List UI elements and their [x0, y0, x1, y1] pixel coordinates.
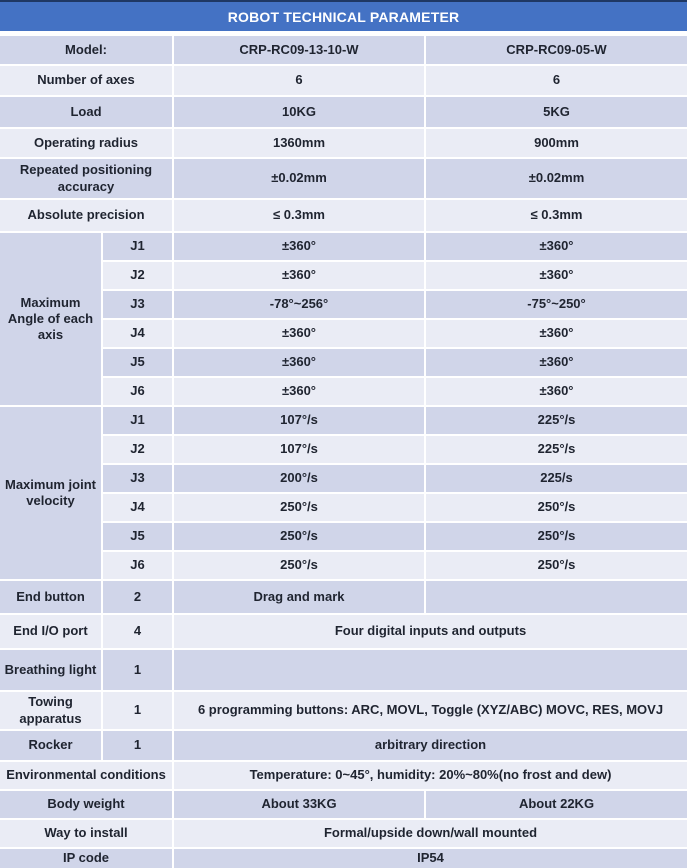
environmental-conditions-value: Temperature: 0~45°, humidity: 20%~80%(no…	[174, 762, 687, 789]
velocity-j4-value-2: 250°/s	[426, 494, 687, 521]
velocity-j2-value-1: 107°/s	[174, 436, 424, 463]
axes-value-2: 6	[426, 66, 687, 95]
angle-j4-value-1: ±360°	[174, 320, 424, 347]
body-weight-label: Body weight	[0, 791, 172, 818]
angle-j5-label: J5	[103, 349, 172, 376]
angle-j6-value-1: ±360°	[174, 378, 424, 405]
rocker-count: 1	[103, 731, 172, 760]
load-label: Load	[0, 97, 172, 127]
angle-j1-value-1: ±360°	[174, 233, 424, 260]
load-value-1: 10KG	[174, 97, 424, 127]
table-title-bar: ROBOT TECHNICAL PARAMETER	[0, 0, 687, 31]
body-weight-value-1: About 33KG	[174, 791, 424, 818]
angle-j4-label: J4	[103, 320, 172, 347]
repeat-accuracy-value-2: ±0.02mm	[426, 159, 687, 198]
model-value-2: CRP-RC09-05-W	[426, 36, 687, 64]
velocity-j6-label: J6	[103, 552, 172, 579]
velocity-j6-value-1: 250°/s	[174, 552, 424, 579]
velocity-j4-value-1: 250°/s	[174, 494, 424, 521]
body-weight-value-2: About 22KG	[426, 791, 687, 818]
velocity-j5-value-2: 250°/s	[426, 523, 687, 550]
page-title: ROBOT TECHNICAL PARAMETER	[227, 8, 460, 25]
environmental-conditions-label: Environmental conditions	[0, 762, 172, 789]
way-to-install-value: Formal/upside down/wall mounted	[174, 820, 687, 847]
velocity-j5-label: J5	[103, 523, 172, 550]
angle-j1-value-2: ±360°	[426, 233, 687, 260]
breathing-light-value	[174, 650, 687, 690]
radius-value-2: 900mm	[426, 129, 687, 157]
end-button-label: End button	[0, 581, 101, 613]
towing-apparatus-count: 1	[103, 692, 172, 729]
radius-label: Operating radius	[0, 129, 172, 157]
velocity-j3-value-1: 200°/s	[174, 465, 424, 492]
angle-j3-value-1: -78°~256°	[174, 291, 424, 318]
model-value-1: CRP-RC09-13-10-W	[174, 36, 424, 64]
velocity-j1-value-2: 225°/s	[426, 407, 687, 434]
absolute-precision-label: Absolute precision	[0, 200, 172, 231]
repeat-accuracy-label: Repeated positioning accuracy	[0, 159, 172, 198]
towing-apparatus-value: 6 programming buttons: ARC, MOVL, Toggle…	[174, 692, 687, 729]
velocity-j6-value-2: 250°/s	[426, 552, 687, 579]
parameter-table: Model: CRP-RC09-13-10-W CRP-RC09-05-W Nu…	[0, 36, 687, 868]
radius-value-1: 1360mm	[174, 129, 424, 157]
end-button-count: 2	[103, 581, 172, 613]
model-label: Model:	[0, 36, 172, 64]
angle-j5-value-2: ±360°	[426, 349, 687, 376]
rocker-label: Rocker	[0, 731, 101, 760]
axes-label: Number of axes	[0, 66, 172, 95]
ip-code-label: IP code	[0, 849, 172, 868]
angle-j5-value-1: ±360°	[174, 349, 424, 376]
velocity-j3-value-2: 225/s	[426, 465, 687, 492]
axes-value-1: 6	[174, 66, 424, 95]
velocity-j4-label: J4	[103, 494, 172, 521]
end-io-count: 4	[103, 615, 172, 648]
velocity-j2-value-2: 225°/s	[426, 436, 687, 463]
absolute-precision-value-2: ≤ 0.3mm	[426, 200, 687, 231]
angle-j3-label: J3	[103, 291, 172, 318]
end-io-value: Four digital inputs and outputs	[174, 615, 687, 648]
rocker-value: arbitrary direction	[174, 731, 687, 760]
way-to-install-label: Way to install	[0, 820, 172, 847]
end-io-label: End I/O port	[0, 615, 101, 648]
angle-j2-value-1: ±360°	[174, 262, 424, 289]
angle-j2-label: J2	[103, 262, 172, 289]
breathing-light-label: Breathing light	[0, 650, 101, 690]
velocity-j3-label: J3	[103, 465, 172, 492]
velocity-j1-label: J1	[103, 407, 172, 434]
velocity-j1-value-1: 107°/s	[174, 407, 424, 434]
angle-j2-value-2: ±360°	[426, 262, 687, 289]
breathing-light-count: 1	[103, 650, 172, 690]
end-button-value-1: Drag and mark	[174, 581, 424, 613]
velocity-j5-value-1: 250°/s	[174, 523, 424, 550]
absolute-precision-value-1: ≤ 0.3mm	[174, 200, 424, 231]
velocity-j2-label: J2	[103, 436, 172, 463]
angle-j6-value-2: ±360°	[426, 378, 687, 405]
angle-j6-label: J6	[103, 378, 172, 405]
angle-j3-value-2: -75°~250°	[426, 291, 687, 318]
angle-j1-label: J1	[103, 233, 172, 260]
end-button-value-2	[426, 581, 687, 613]
velocity-section-label: Maximum joint velocity	[0, 407, 101, 579]
angle-j4-value-2: ±360°	[426, 320, 687, 347]
angle-section-label: Maximum Angle of each axis	[0, 233, 101, 405]
repeat-accuracy-value-1: ±0.02mm	[174, 159, 424, 198]
towing-apparatus-label: Towing apparatus	[0, 692, 101, 729]
ip-code-value: IP54	[174, 849, 687, 868]
load-value-2: 5KG	[426, 97, 687, 127]
